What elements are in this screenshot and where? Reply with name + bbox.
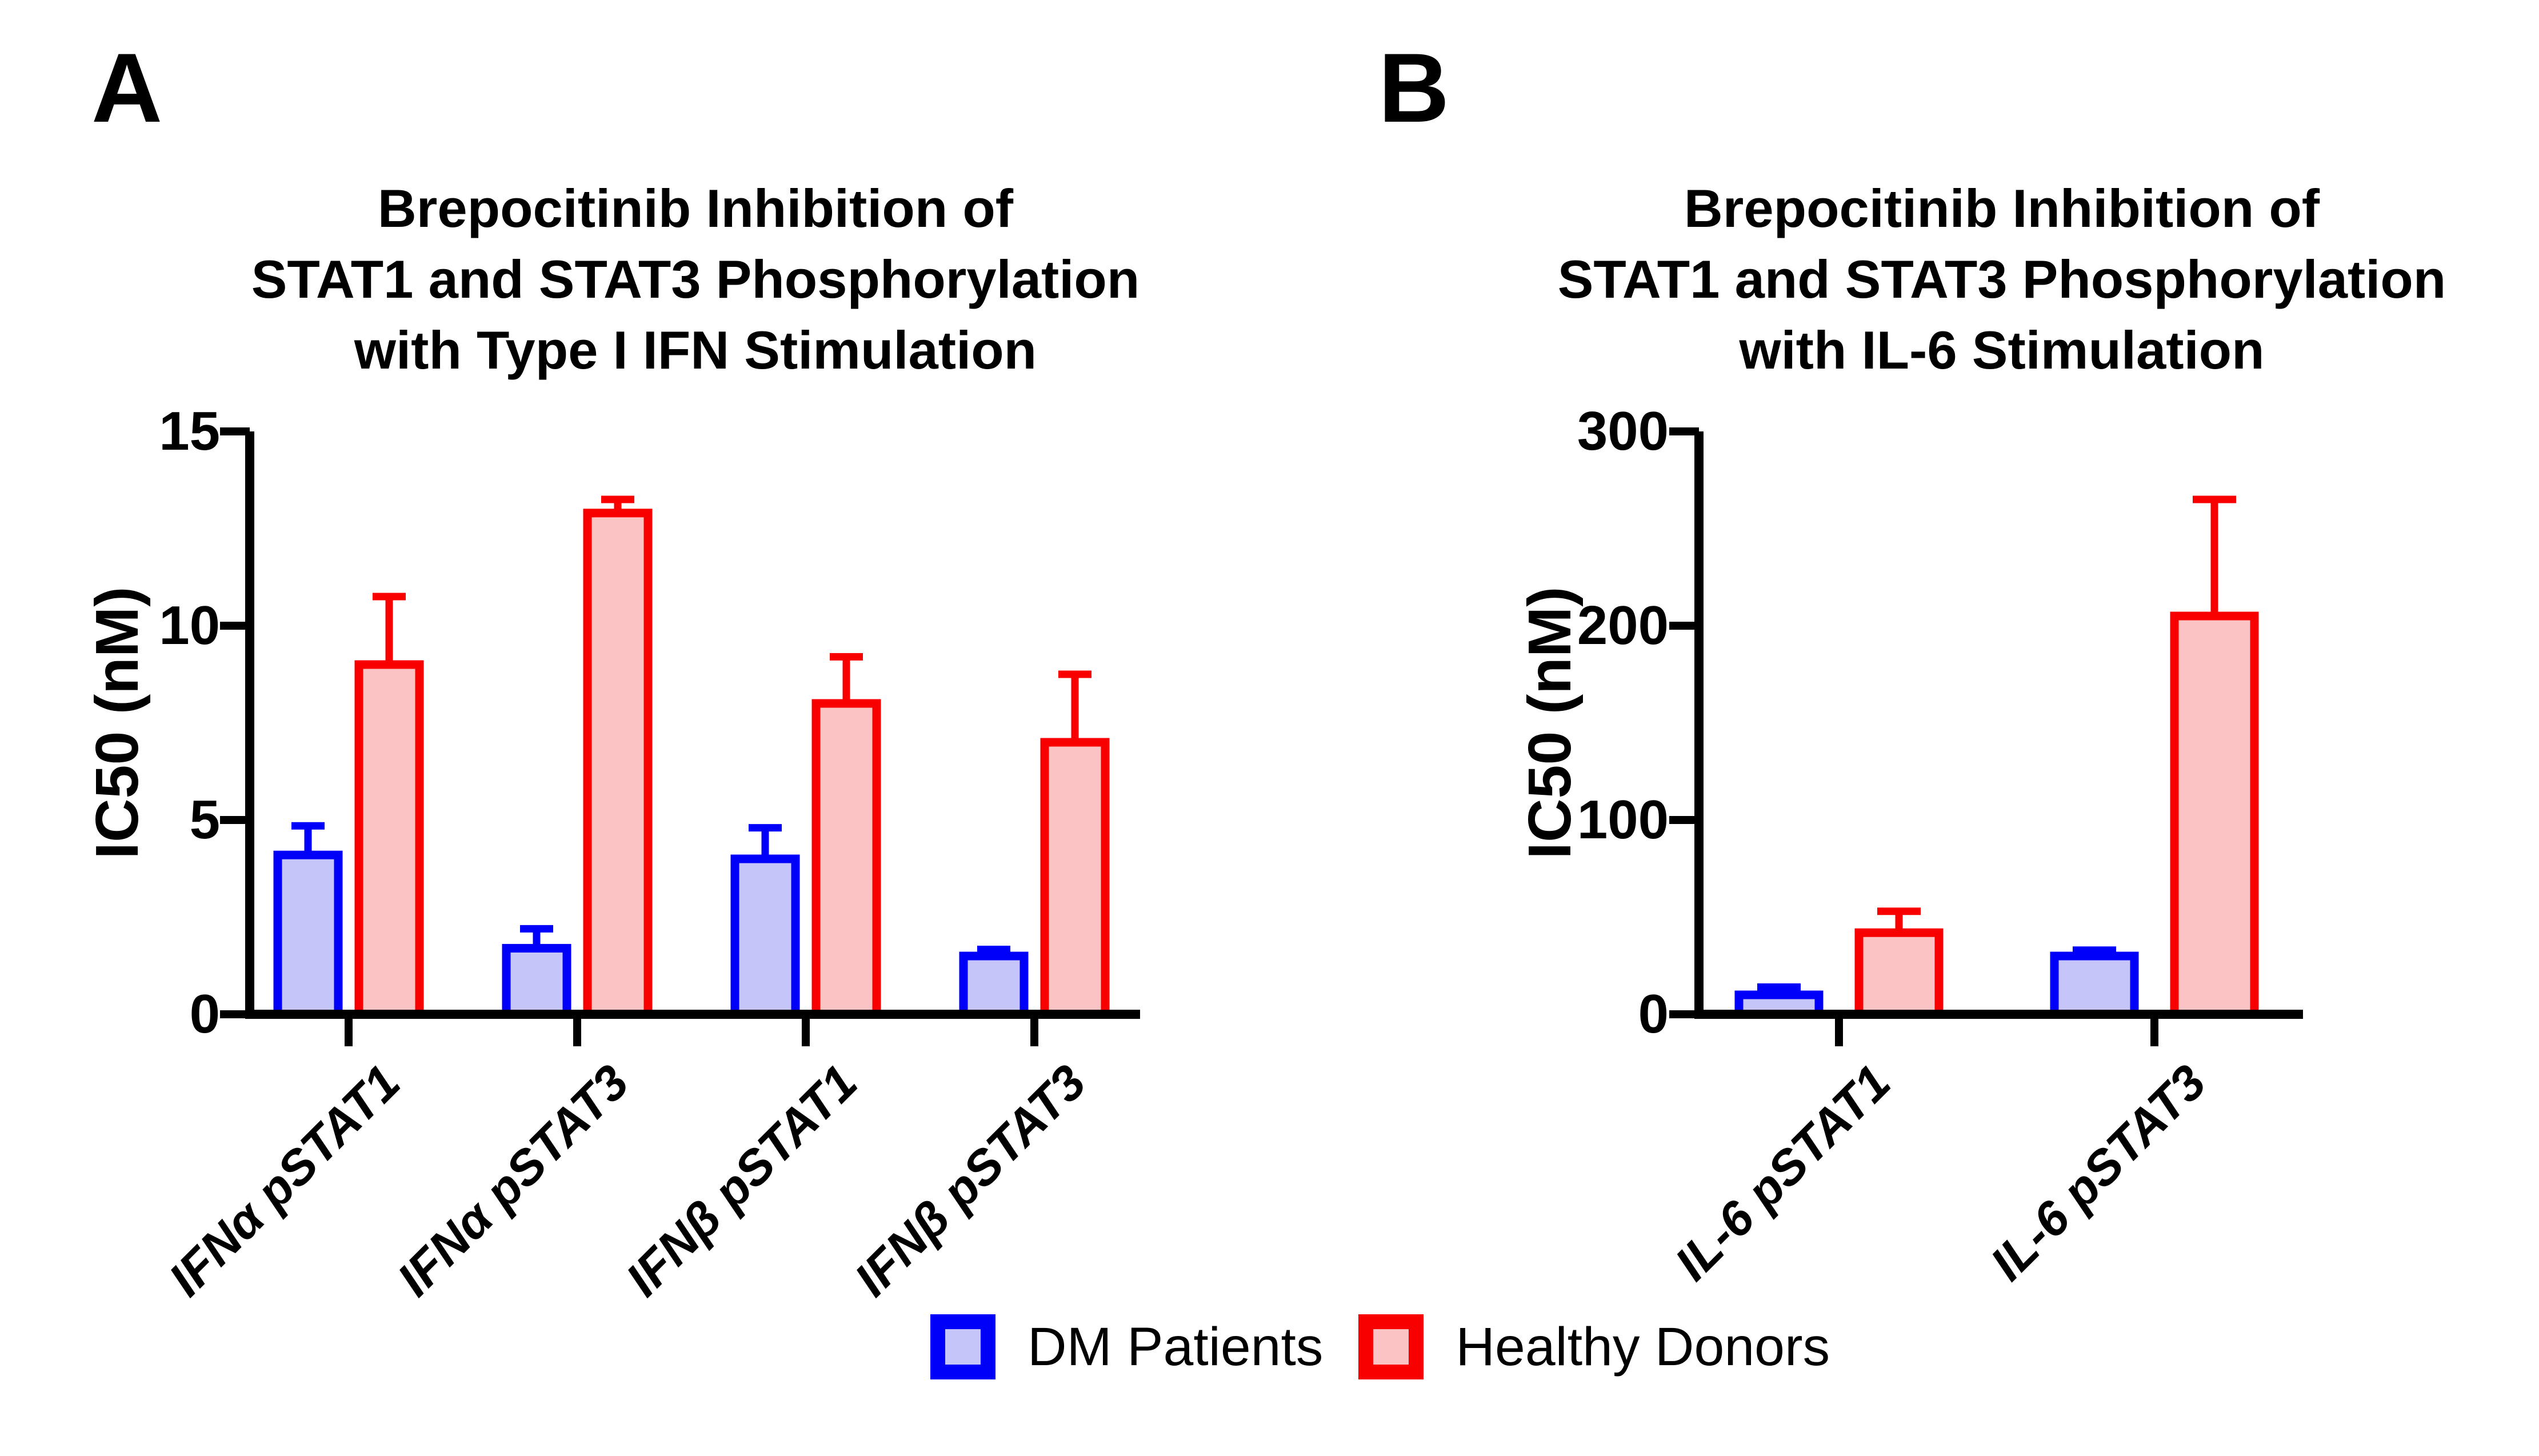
dm-patients-swatch-icon	[930, 1314, 995, 1379]
panel-a-ytick-10: 10	[159, 595, 220, 656]
panel-a-title-line2: STAT1 and STAT3 Phosphorylation	[251, 249, 1140, 309]
panel-b-letter: B	[1378, 33, 1450, 143]
panel-b-ytick-0: 0	[1638, 983, 1669, 1045]
panel-a-ytick-0: 0	[189, 983, 220, 1045]
panel-a-title-line3: with Type I IFN Stimulation	[354, 320, 1037, 380]
legend-label-dm-patients: DM Patients	[1027, 1316, 1324, 1377]
legend-item-dm-patients: DM Patients	[930, 1314, 1323, 1379]
legend-label-healthy-donors: Healthy Donors	[1456, 1316, 1830, 1377]
panel-a-ytick-15: 15	[159, 401, 220, 462]
panel-a-ytick-5: 5	[189, 789, 220, 850]
panel-a-letter: A	[91, 33, 163, 143]
legend: DM Patients Healthy Donors	[930, 1304, 1830, 1390]
panel-b-ytick-300: 300	[1577, 401, 1669, 462]
panel-b-title-line3: with IL-6 Stimulation	[1739, 320, 2265, 380]
panel-b-ytick-100: 100	[1577, 789, 1669, 850]
panel-b-ytick-200: 200	[1577, 595, 1669, 656]
panel-b-title-line2: STAT1 and STAT3 Phosphorylation	[1557, 249, 2446, 309]
panel-a-title: Brepocitinib Inhibition of STAT1 and STA…	[250, 173, 1141, 386]
healthy-donors-swatch-icon	[1358, 1314, 1424, 1379]
panel-b-title-line1: Brepocitinib Inhibition of	[1684, 178, 2320, 238]
panel-a-y-axis-title: IC50 (nM)	[83, 586, 151, 859]
panel-a-title-line1: Brepocitinib Inhibition of	[377, 178, 1014, 238]
legend-item-healthy-donors: Healthy Donors	[1358, 1314, 1830, 1379]
panel-b-y-axis-title: IC50 (nM)	[1516, 586, 1584, 859]
panel-b-title: Brepocitinib Inhibition of STAT1 and STA…	[1556, 173, 2448, 386]
